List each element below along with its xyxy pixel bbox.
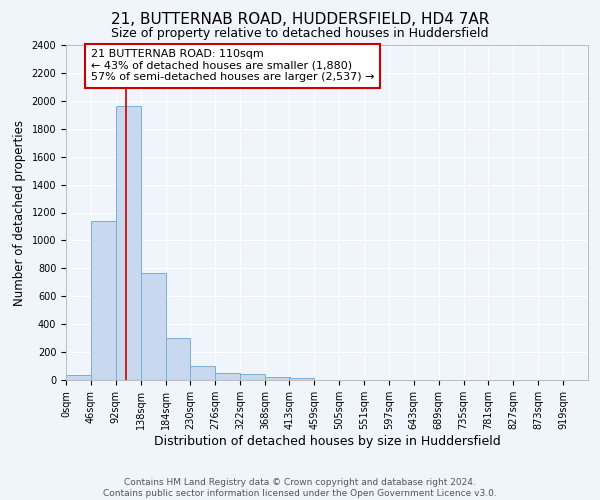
Bar (166, 338, 190, 380)
Text: 21 BUTTERNAB ROAD: 110sqm
← 43% of detached houses are smaller (1,880)
57% of se: 21 BUTTERNAB ROAD: 110sqm ← 43% of detac… (91, 49, 374, 82)
Bar (265, 376, 290, 380)
Text: Contains HM Land Registry data © Crown copyright and database right 2024.
Contai: Contains HM Land Registry data © Crown c… (103, 478, 497, 498)
Bar (91, 221, 116, 380)
Bar (289, 378, 314, 380)
Bar (240, 374, 265, 380)
Bar (66, 375, 91, 380)
Text: 21, BUTTERNAB ROAD, HUDDERSFIELD, HD4 7AR: 21, BUTTERNAB ROAD, HUDDERSFIELD, HD4 7A… (111, 12, 489, 28)
Bar (116, 106, 140, 380)
X-axis label: Distribution of detached houses by size in Huddersfield: Distribution of detached houses by size … (154, 434, 500, 448)
Bar (140, 272, 166, 380)
Bar (215, 373, 240, 380)
Bar (190, 366, 215, 380)
Text: Size of property relative to detached houses in Huddersfield: Size of property relative to detached ho… (111, 28, 489, 40)
Y-axis label: Number of detached properties: Number of detached properties (13, 120, 26, 306)
